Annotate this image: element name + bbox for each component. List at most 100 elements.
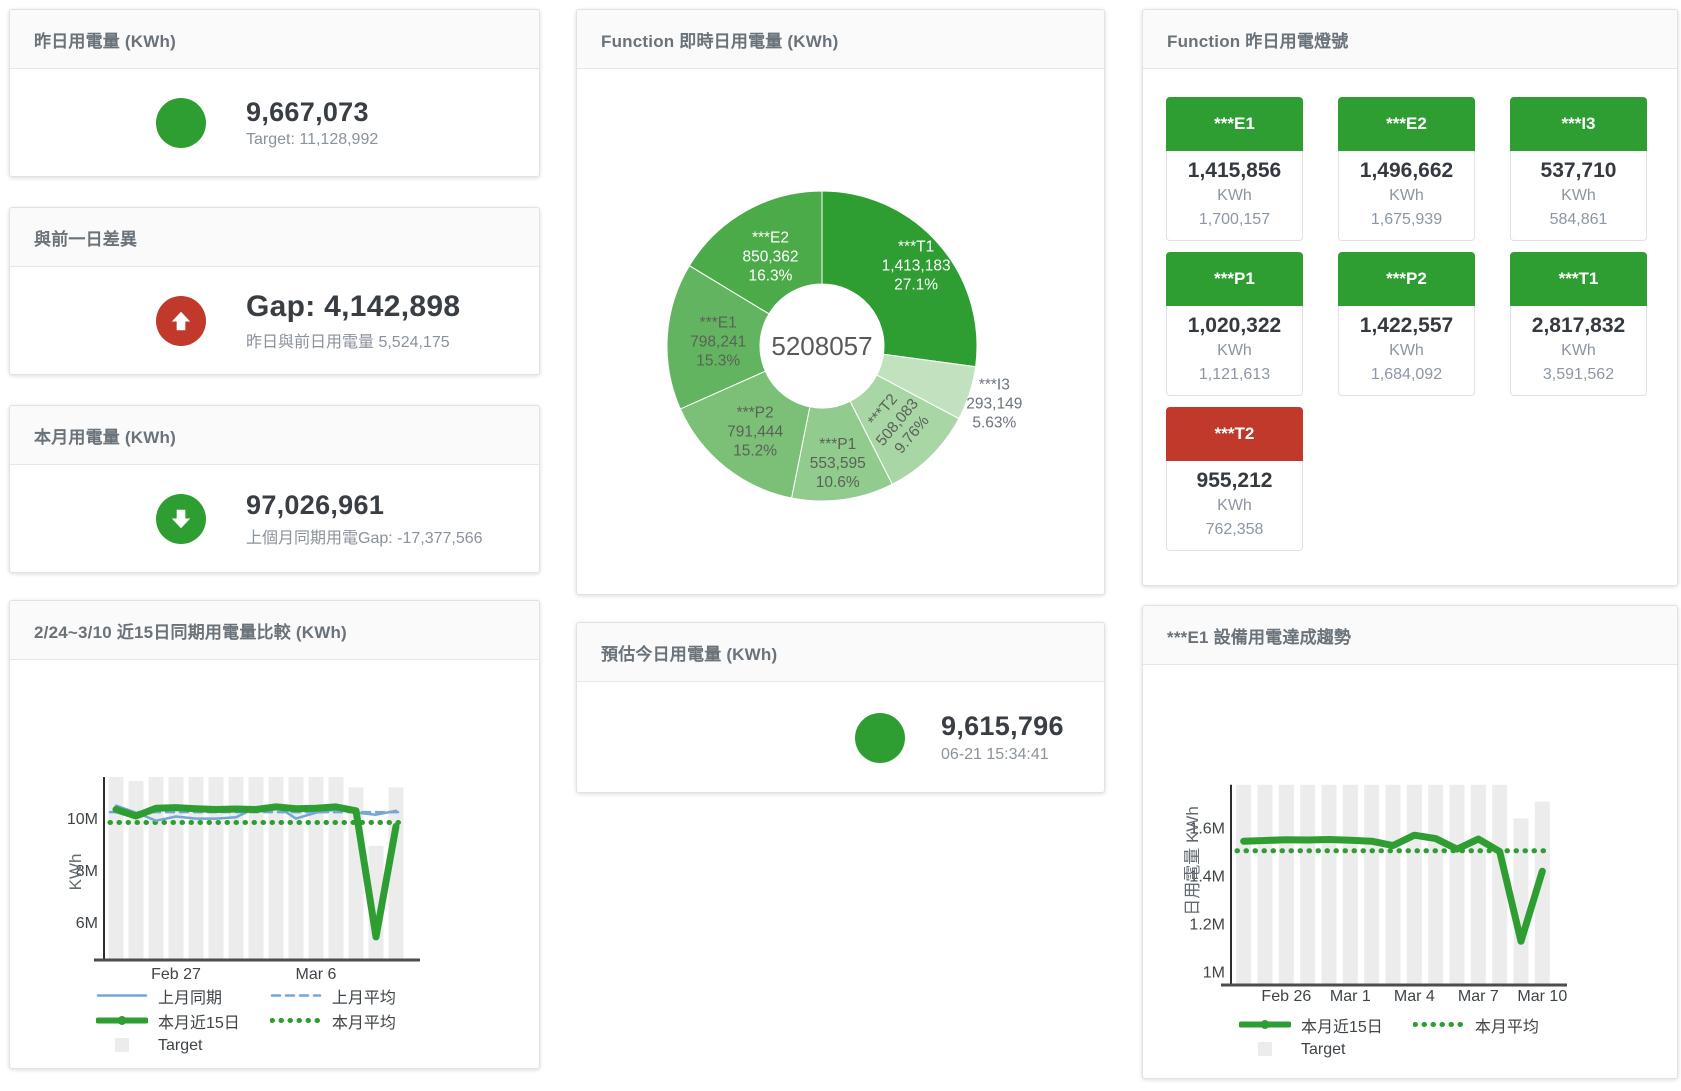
target-bar[interactable]	[128, 780, 144, 959]
target-bar[interactable]	[228, 777, 244, 959]
panel-estimate: 預估今日用電量 (KWh) 9,615,796 06-21 15:34:41	[576, 622, 1105, 793]
legend-item-square-gray[interactable]: Target	[1239, 1039, 1383, 1060]
donut-slice-label: ***P2 791,444 15.2%	[727, 405, 783, 460]
donut-slice-label: ***E2 850,362 16.3%	[742, 230, 798, 285]
tile-value: 1,496,662	[1359, 159, 1454, 182]
target-bar[interactable]	[148, 777, 164, 959]
legend-label: 本月近15日	[158, 1014, 240, 1032]
target-bar[interactable]	[1534, 801, 1550, 984]
estimate-stat-text: 9,615,796 06-21 15:34:41	[941, 711, 1064, 763]
tile-value: 1,020,322	[1187, 314, 1282, 337]
estimate-stat: 9,615,796 06-21 15:34:41	[577, 682, 1104, 793]
donut-slice-E2[interactable]	[688, 190, 823, 315]
y-axis-title: KWh	[66, 854, 85, 891]
legend-swatch-square-gray	[1258, 1042, 1272, 1056]
panel-day-gap-title: 與前一日差異	[10, 208, 539, 267]
y-tick-label: 1M	[1203, 965, 1225, 982]
legend-item-line-blue[interactable]: 上月同期	[96, 985, 240, 1007]
y-tick-label: 1.4M	[1189, 869, 1225, 886]
legend-item-line-green-thick[interactable]: 本月近15日	[96, 1010, 240, 1032]
panel-comparison-title: 2/24~3/10 近15日同期用電量比較 (KWh)	[10, 601, 539, 660]
target-bar[interactable]	[1406, 784, 1422, 984]
y-tick-label: 1.6M	[1189, 821, 1225, 838]
target-bar[interactable]	[188, 777, 204, 959]
light-tile-P2: ***P2 1,422,557 KWh 1,684,092	[1338, 252, 1475, 396]
target-bar[interactable]	[208, 777, 224, 959]
legend-swatch-line-green-thick	[1239, 1020, 1291, 1029]
panel-comparison-chart: 2/24~3/10 近15日同期用電量比較 (KWh) 10M 8M 6M Feb 2…	[9, 600, 540, 1069]
legend-label: 本月平均	[331, 1014, 396, 1032]
light-tile-I3: ***I3 537,710 KWh 584,861	[1510, 97, 1647, 241]
tile-value: 537,710	[1540, 159, 1617, 182]
tile-body: 2,817,832 KWh 3,591,562	[1510, 306, 1647, 396]
target-bar[interactable]	[108, 777, 124, 959]
estimate-value: 9,615,796	[941, 711, 1064, 742]
e1-trend-line-chart[interactable]: 1.6M 1.4M 1.2M 1M Feb 26 Mar 1 Mar 4 Mar 7 Mar 1…	[1143, 664, 1677, 1009]
panel-yesterday-title: 昨日用電量 (KWh)	[10, 10, 539, 69]
x-tick-label: Mar 4	[1394, 988, 1435, 1005]
legend-item-line-green-thick[interactable]: 本月近15日	[1239, 1014, 1383, 1036]
tile-value: 955,212	[1196, 469, 1273, 492]
donut-slice-E1[interactable]	[666, 264, 770, 410]
donut-slice-P2[interactable]	[679, 370, 811, 499]
comparison-chart-legend: 上月同期 上月平均本月近15日 本月平均 Target	[10, 985, 616, 1056]
tile-value: 2,817,832	[1531, 314, 1626, 337]
panel-yesterday-usage: 昨日用電量 (KWh) 9,667,073 Target: 11,128,992	[9, 9, 540, 177]
light-tile-T2: ***T2 955,212 KWh 762,358	[1166, 407, 1303, 551]
y-tick-label: 8M	[76, 863, 98, 880]
tile-target-value: 3,591,562	[1542, 366, 1615, 383]
target-bar[interactable]	[1492, 784, 1508, 984]
legend-item-dot-green[interactable]: 本月平均	[1412, 1014, 1539, 1036]
target-bar[interactable]	[1300, 784, 1316, 984]
legend-swatch-square-gray	[115, 1038, 129, 1052]
panel-estimate-title: 預估今日用電量 (KWh)	[577, 623, 1104, 682]
x-tick-label: Mar 1	[1330, 988, 1371, 1005]
target-bar[interactable]	[1385, 784, 1401, 984]
target-bar[interactable]	[1321, 784, 1337, 984]
day-gap-stat-text: Gap: 4,142,898 昨日與前日用電量 5,524,175	[246, 290, 460, 352]
tile-target-value: 1,684,092	[1370, 366, 1443, 383]
comparison-line-chart[interactable]: 10M 8M 6M Feb 27 Mar 6 KWh	[10, 659, 539, 984]
target-bar[interactable]	[308, 777, 324, 959]
tile-target-value: 1,700,157	[1198, 211, 1271, 228]
donut-slice-T1[interactable]	[821, 190, 978, 368]
legend-item-dot-green[interactable]: 本月平均	[269, 1010, 396, 1032]
month-stat: 97,026,961 上個月同期用電Gap: -17,377,566	[10, 465, 539, 573]
panel-title-text: 本月用電量 (KWh)	[34, 427, 176, 447]
x-tick-label: Mar 7	[1458, 988, 1499, 1005]
red-up-arrow-icon	[156, 296, 206, 346]
target-bar[interactable]	[1428, 784, 1444, 984]
target-bar[interactable]	[1342, 784, 1358, 984]
tile-status-header: ***T2	[1166, 407, 1303, 461]
donut-center-total: 5208057	[771, 331, 872, 361]
tile-body: 1,415,856 KWh 1,700,157	[1166, 151, 1303, 241]
x-tick-label: Mar 6	[296, 966, 337, 983]
target-bar[interactable]	[1257, 784, 1273, 984]
target-bar[interactable]	[1449, 784, 1465, 984]
tile-unit: KWh	[1561, 187, 1596, 204]
lights-tile-grid: ***E1 1,415,856 KWh 1,700,157 ***E2 1,496,662…	[1143, 69, 1677, 551]
tile-unit: KWh	[1217, 187, 1252, 204]
green-status-circle-icon	[156, 98, 206, 148]
target-bar[interactable]	[1278, 784, 1294, 984]
legend-item-dash-blue[interactable]: 上月平均	[270, 985, 396, 1007]
target-bar[interactable]	[288, 777, 304, 959]
target-bar[interactable]	[1236, 784, 1252, 984]
target-bar[interactable]	[248, 777, 264, 959]
realtime-donut-chart[interactable]: ***T1 1,413,183 27.1%***I3 293,149 5.63%***T…	[577, 69, 1102, 593]
series-line[interactable]	[112, 803, 400, 941]
legend-swatch-dash-blue	[270, 994, 322, 997]
target-bar[interactable]	[1364, 784, 1380, 984]
tile-unit: KWh	[1389, 342, 1424, 359]
e1-trend-chart-legend: 本月近15日 本月平均 Target	[1153, 1014, 1681, 1060]
tile-body: 1,422,557 KWh 1,684,092	[1338, 306, 1475, 396]
series-line[interactable]	[1240, 831, 1546, 945]
target-bar[interactable]	[1513, 818, 1529, 984]
target-bar[interactable]	[1470, 784, 1486, 984]
panel-title-text: 與前一日差異	[34, 229, 138, 249]
legend-item-square-gray[interactable]: Target	[96, 1035, 240, 1056]
month-stat-text: 97,026,961 上個月同期用電Gap: -17,377,566	[246, 490, 483, 548]
y-tick-label: 1.2M	[1189, 917, 1225, 934]
target-bar[interactable]	[328, 777, 344, 959]
panel-lights-title: Function 昨日用電燈號	[1143, 10, 1677, 69]
